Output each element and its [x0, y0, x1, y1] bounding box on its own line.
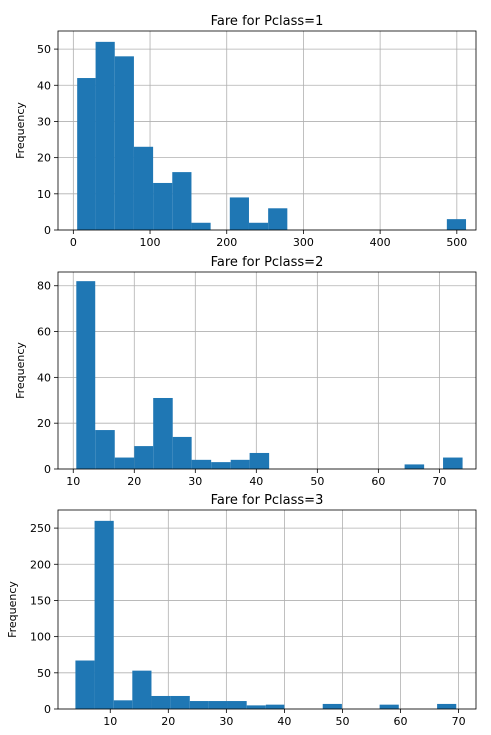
y-tick-label: 0 [44, 463, 51, 476]
y-tick-label: 150 [30, 594, 51, 607]
x-tick-label: 300 [293, 236, 314, 249]
histogram-bar [114, 56, 134, 231]
y-tick-label: 20 [37, 152, 51, 165]
y-tick-label: 250 [30, 522, 51, 535]
histogram-bar [246, 705, 266, 709]
histogram-bar [191, 459, 212, 469]
x-tick-label: 30 [219, 715, 233, 728]
axes-frame [57, 30, 477, 231]
histogram-bar [75, 660, 95, 709]
y-axis-label: Frequency [14, 102, 27, 159]
y-tick-label: 40 [37, 79, 51, 92]
histogram-bar [95, 41, 115, 230]
y-tick-label: 200 [30, 558, 51, 571]
chart-title: Fare for Pclass=1 [211, 14, 324, 29]
y-axis-label: Frequency [14, 342, 27, 399]
histogram-bar [230, 459, 250, 469]
histogram-bar [153, 182, 173, 230]
axes-frame [57, 509, 477, 710]
histogram-bar [446, 219, 467, 230]
x-tick-label: 400 [370, 236, 391, 249]
histogram-bar [151, 695, 171, 709]
x-tick-label: 60 [394, 715, 408, 728]
histogram-bar [443, 457, 463, 469]
histogram-bar [170, 695, 190, 709]
histogram-bar [114, 457, 135, 469]
histogram-bar [248, 222, 269, 230]
x-tick-label: 50 [335, 715, 349, 728]
histogram-bar [113, 700, 133, 709]
histogram-bar [94, 520, 114, 709]
histogram-bar [153, 397, 173, 469]
x-tick-label: 10 [103, 715, 117, 728]
histogram-bar [379, 704, 399, 709]
x-tick-label: 50 [310, 475, 324, 488]
y-axis-label: Frequency [6, 581, 19, 638]
y-tick-label: 0 [44, 224, 51, 237]
histogram-bar [208, 701, 228, 709]
x-tick-label: 20 [161, 715, 175, 728]
y-tick-label: 50 [37, 43, 51, 56]
histogram-bar [268, 208, 288, 230]
x-tick-label: 60 [371, 475, 385, 488]
histogram-bar [133, 146, 154, 230]
y-tick-label: 80 [37, 280, 51, 293]
x-tick-label: 10 [66, 475, 80, 488]
subplot-3: 10 20 30 40 50 60 70 0 50 100 150 200 250 Fare for Pc… [6, 493, 477, 728]
x-tick-label: 200 [216, 236, 237, 249]
histogram-bar [227, 701, 247, 709]
y-tick-label: 30 [37, 115, 51, 128]
histogram-bar [172, 172, 192, 230]
histogram-bar [76, 281, 96, 469]
x-tick-label: 70 [432, 475, 446, 488]
histogram-bar [265, 704, 285, 709]
x-tick-label: 0 [70, 236, 77, 249]
histogram-bar [249, 452, 270, 469]
histogram-bar [322, 703, 342, 709]
subplot-1: 0 100 200 300 400 500 0 10 20 30 40 50 Fare for Pcla… [14, 14, 477, 249]
x-tick-label: 40 [249, 475, 263, 488]
x-tick-label: 500 [446, 236, 467, 249]
histogram-bar [95, 430, 115, 469]
y-tick-label: 100 [30, 631, 51, 644]
x-tick-label: 20 [127, 475, 141, 488]
y-tick-label: 60 [37, 326, 51, 339]
histogram-bar [437, 703, 457, 709]
axes-frame [57, 271, 477, 470]
subplot-2: 10 20 30 40 50 60 70 0 20 40 60 80 Fare for Pclass=2… [14, 255, 477, 488]
histogram-bar [172, 436, 192, 469]
histogram-bar [211, 462, 231, 469]
histogram-bar [77, 78, 96, 230]
histogram-bar [191, 222, 211, 230]
y-tick-label: 50 [37, 667, 51, 680]
x-tick-label: 70 [452, 715, 466, 728]
histogram-bar [134, 446, 154, 469]
histogram-bar [189, 701, 209, 709]
chart-title: Fare for Pclass=2 [211, 255, 324, 270]
y-tick-label: 20 [37, 417, 51, 430]
histogram-bar [229, 197, 249, 230]
x-tick-label: 40 [277, 715, 291, 728]
histogram-bar [132, 670, 152, 709]
y-tick-label: 0 [44, 703, 51, 716]
y-tick-label: 10 [37, 188, 51, 201]
x-tick-label: 30 [188, 475, 202, 488]
chart-title: Fare for Pclass=3 [211, 493, 324, 508]
x-tick-label: 100 [140, 236, 161, 249]
histogram-bar [404, 464, 425, 469]
y-tick-label: 40 [37, 371, 51, 384]
